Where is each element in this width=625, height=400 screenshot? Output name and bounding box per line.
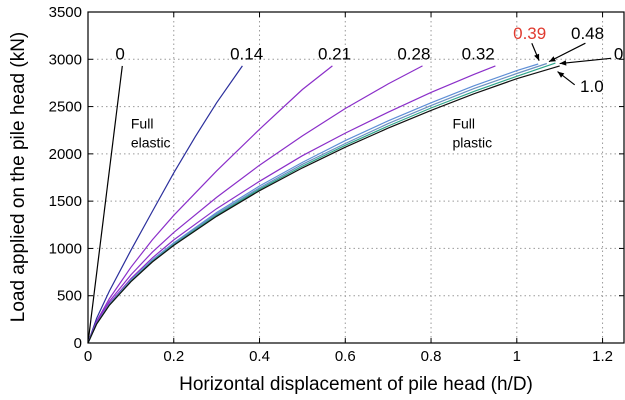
x-tick-label: 0 [84, 348, 92, 365]
plot-frame [87, 11, 625, 344]
series-line [87, 65, 243, 344]
y-tick-label: 2000 [49, 146, 82, 163]
x-axis-label: Horizontal displacement of pile head (h/… [179, 374, 533, 395]
series-label: 0 [115, 45, 124, 64]
annotations: Full elastic Full plastic [131, 115, 492, 150]
series-line [87, 65, 423, 344]
grid [88, 12, 624, 343]
y-tick-label: 1500 [49, 193, 82, 210]
series-label: 0.21 [318, 45, 351, 64]
series-label: 0.64 [614, 45, 625, 64]
label-arrow [559, 57, 612, 65]
x-tick-label: 1 [513, 348, 521, 365]
annotation-text: plastic [452, 134, 492, 150]
y-tick-label: 0 [74, 335, 82, 352]
label-arrowhead [557, 71, 565, 78]
series-line [87, 65, 560, 344]
x-tick-label: 0.8 [421, 348, 442, 365]
annotation-text: Full [131, 115, 154, 131]
series-label: 0.14 [230, 45, 263, 64]
y-tick-label: 500 [57, 288, 82, 305]
y-tick-label: 3000 [49, 51, 82, 68]
x-tick-label: 0.4 [249, 348, 270, 365]
series-label: 0.32 [462, 45, 495, 64]
label-arrowhead [559, 60, 567, 66]
x-tick-label: 0.6 [335, 348, 356, 365]
y-tick-label: 1000 [49, 240, 82, 257]
label-arrowhead [534, 53, 540, 61]
label-arrow [548, 42, 586, 63]
annotation-text: Full [452, 115, 475, 131]
y-tick-label: 3500 [49, 4, 82, 21]
label-arrows [531, 42, 612, 86]
series-line [87, 65, 496, 344]
series-group [87, 62, 560, 344]
y-tick-label: 2500 [49, 99, 82, 116]
x-tick-label: 0.2 [163, 348, 184, 365]
series-label: 0.48 [571, 24, 604, 43]
label-arrowhead [549, 56, 556, 62]
annotation-text: elastic [131, 134, 171, 150]
series-line [87, 65, 333, 344]
series-line [87, 65, 123, 344]
series-label: 0.39 [513, 24, 546, 43]
series-label: 0.28 [397, 45, 430, 64]
series-label: 1.0 [580, 77, 604, 96]
x-tick-label: 1.2 [592, 348, 613, 365]
y-axis-label: Load applied on the pile head (kN) [8, 32, 29, 322]
series-labels: 0 0.14 0.21 0.28 0.32 0.39 0.48 0.64 1.0 [115, 24, 625, 96]
axis-ticks: 0 0.2 0.4 0.6 0.8 1 1.2 0 500 1000 1500 2000 2500 300… [49, 4, 624, 365]
